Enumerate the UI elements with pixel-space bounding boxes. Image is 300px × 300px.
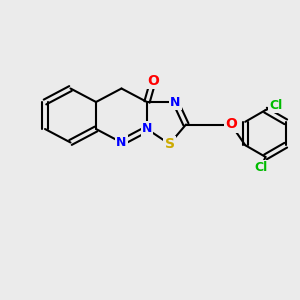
Text: O: O: [147, 74, 159, 88]
Text: Cl: Cl: [269, 99, 283, 112]
Text: N: N: [116, 136, 127, 149]
Text: N: N: [170, 95, 181, 109]
Text: S: S: [164, 137, 175, 151]
Text: O: O: [225, 118, 237, 131]
Text: N: N: [142, 122, 152, 136]
Text: Cl: Cl: [254, 161, 268, 174]
